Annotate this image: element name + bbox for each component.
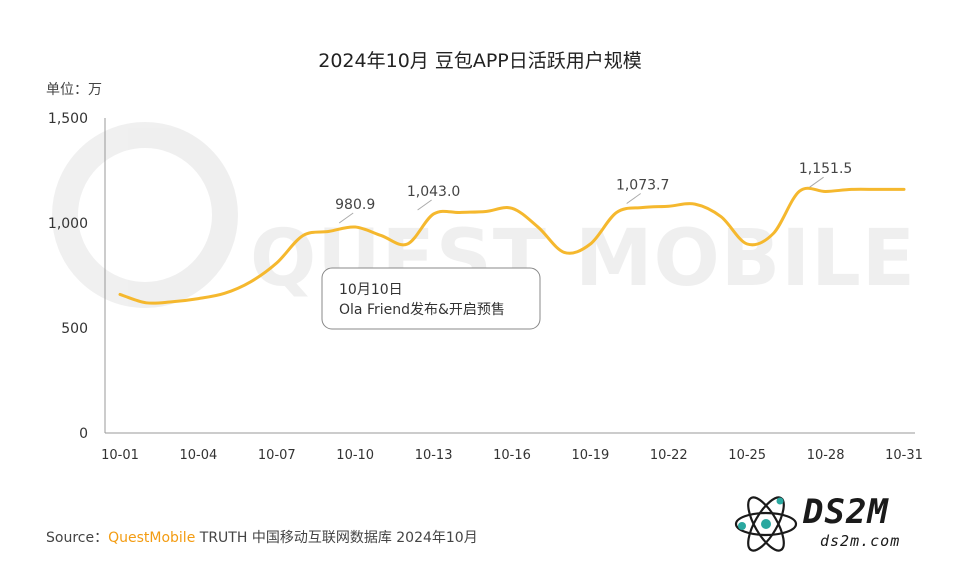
x-tick-label: 10-01 (101, 448, 139, 463)
source-prefix: Source： (46, 530, 109, 546)
data-label-leader (809, 176, 824, 188)
annotation-line2: Ola Friend发布&开启预售 (339, 302, 505, 318)
ds2m-logo: DS2M ds2m.com (728, 492, 953, 556)
data-label-leader (338, 212, 354, 224)
watermark-ring (52, 122, 238, 308)
data-label: 980.9 (335, 197, 375, 213)
x-tick-label: 10-07 (258, 448, 296, 463)
x-tick-label: 10-13 (415, 448, 453, 463)
x-tick-label: 10-28 (807, 448, 845, 463)
annotation-line1: 10月10日 (339, 282, 403, 298)
series-line (118, 186, 906, 305)
x-tick-label: 10-19 (572, 448, 610, 463)
x-tick-label: 10-16 (493, 448, 531, 463)
data-label: 1,043.0 (407, 184, 460, 200)
unit-label: 单位：万 (46, 82, 102, 98)
y-tick-label: 0 (79, 426, 88, 442)
annotation-box (321, 267, 541, 330)
x-tick-label: 10-31 (885, 448, 923, 463)
source-brand: QuestMobile (108, 530, 196, 546)
logo-subtext: ds2m.com (820, 532, 901, 550)
y-tick-label: 1,000 (48, 216, 88, 232)
x-tick-label: 10-25 (728, 448, 766, 463)
data-label: 1,151.5 (799, 161, 852, 177)
data-label-leader (626, 193, 641, 204)
x-tick-label: 10-04 (180, 448, 218, 463)
chart-title: 2024年10月 豆包APP日活跃用户规模 (318, 50, 641, 72)
y-tick-label: 1,500 (48, 111, 88, 127)
data-label: 1,073.7 (616, 178, 669, 194)
logo-text: DS2M (803, 492, 889, 532)
source-line: Source：QuestMobile TRUTH 中国移动互联网数据库 2024… (46, 527, 478, 547)
x-tick-label: 10-22 (650, 448, 688, 463)
data-label-leader (417, 199, 432, 211)
source-rest: TRUTH 中国移动互联网数据库 2024年10月 (195, 530, 478, 546)
atom-icon (734, 496, 798, 552)
y-tick-label: 500 (61, 321, 88, 337)
x-tick-label: 10-10 (336, 448, 374, 463)
